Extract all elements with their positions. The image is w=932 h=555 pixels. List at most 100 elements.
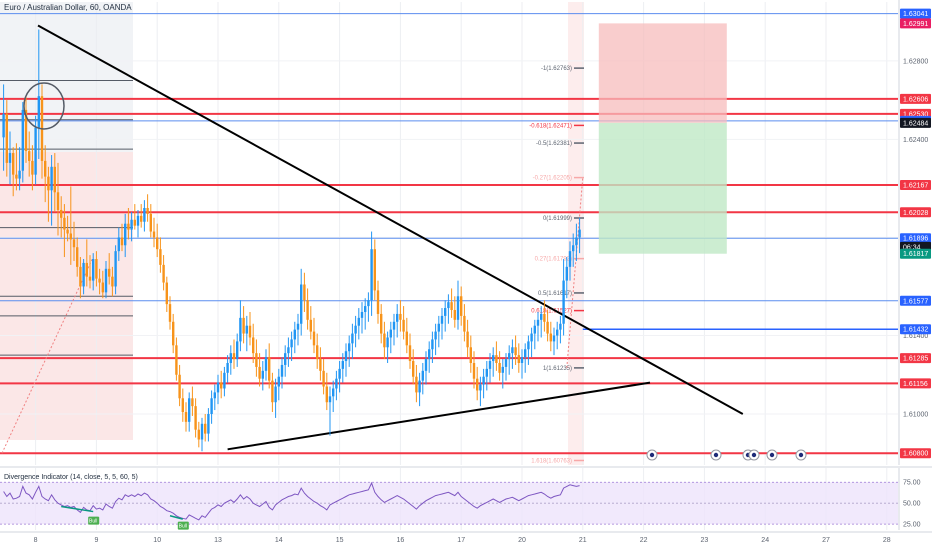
price-label-box[interactable] — [900, 324, 931, 335]
candle-body — [213, 392, 216, 399]
take-profit-zone[interactable] — [598, 122, 727, 254]
candle-body — [322, 370, 325, 387]
candle-body — [252, 337, 255, 354]
time-axis[interactable]: 8 9 10 13 14 15 16 17 20 21 22 23 24 27 28 — [0, 531, 932, 544]
price-label-box[interactable] — [900, 93, 931, 104]
candle-body — [396, 313, 399, 322]
price-label-box[interactable] — [900, 233, 931, 244]
candle-body — [248, 325, 252, 338]
candlestick-series — [2, 29, 581, 452]
candle-body — [373, 249, 376, 291]
indicator-tick-label: 25.00 — [903, 522, 921, 529]
candle-body — [508, 353, 511, 360]
descending-trendline[interactable] — [37, 24, 744, 415]
candle-body — [389, 329, 392, 338]
candle-body — [479, 384, 482, 391]
highlight-circle[interactable] — [23, 82, 65, 130]
price-label-box[interactable] — [900, 18, 931, 29]
candle-body — [69, 233, 72, 240]
candle-body — [568, 251, 572, 267]
price-label-text: 1.62991 — [903, 21, 928, 28]
fib-level-label: 1.618(1.60763) — [531, 458, 572, 464]
candle-body — [338, 368, 341, 379]
candle-body — [316, 345, 319, 360]
candle-body — [556, 329, 559, 336]
candle-body — [533, 325, 536, 334]
bull-badge-text: Bull — [89, 519, 97, 525]
price-label-box[interactable] — [900, 117, 931, 128]
candle-body — [408, 345, 412, 362]
time-tick-label: 13 — [214, 537, 222, 544]
candle-body — [63, 217, 66, 230]
price-label-text: 1.60800 — [903, 451, 928, 458]
candle-body — [133, 219, 136, 226]
price-label-box[interactable] — [900, 248, 931, 259]
time-tick-label: 17 — [457, 537, 465, 544]
symbol-title: Euro / Australian Dollar, 60, OANDA — [4, 3, 132, 12]
price-label-box[interactable] — [900, 180, 931, 191]
stop-loss-zone[interactable] — [598, 23, 727, 123]
price-label-box[interactable] — [900, 378, 931, 389]
candle-body — [514, 347, 517, 356]
position-tool[interactable] — [598, 23, 727, 254]
candle-body — [156, 237, 159, 250]
candle-body — [117, 237, 120, 252]
price-axis[interactable]: 1.628001.624001.619001.614001.610001.630… — [898, 0, 932, 465]
candle-body — [370, 249, 373, 301]
candle-body — [575, 237, 578, 246]
ascending-trendline[interactable] — [227, 381, 651, 451]
rsi-line — [3, 481, 580, 521]
candle-body — [53, 166, 56, 193]
candle-body — [325, 386, 328, 403]
indicator-title[interactable]: Divergence Indicator (14, close, 5, 5, 6… — [4, 474, 138, 481]
price-label-box[interactable] — [900, 448, 931, 459]
event-marker-flag-icon — [713, 452, 719, 458]
price-label-box[interactable] — [900, 8, 931, 19]
candle-body — [428, 349, 431, 360]
price-label-text: 1.61156 — [903, 381, 928, 388]
candle-body — [79, 266, 82, 287]
candle-body — [216, 382, 220, 393]
candle-body — [220, 382, 223, 389]
price-label-text: 1.61285 — [903, 356, 928, 363]
candle-body — [559, 323, 562, 330]
candle-body — [351, 333, 354, 344]
price-label-box[interactable] — [900, 353, 931, 364]
candle-body — [469, 347, 472, 363]
bull-badge[interactable] — [177, 521, 189, 530]
fib-projection-line-left[interactable] — [1, 256, 94, 454]
price-label-box[interactable] — [900, 207, 931, 218]
time-tick-label: 8 — [34, 537, 38, 544]
candle-body — [540, 313, 543, 320]
candle-body — [44, 160, 47, 177]
candle-body — [271, 380, 274, 403]
candle-body — [504, 359, 508, 367]
candle-body — [501, 366, 504, 373]
fib-level-label: -1(1.62763) — [541, 66, 572, 72]
candle-body — [159, 249, 162, 265]
price-label-text: 1.61896 — [903, 236, 928, 243]
fib-level-label: 1(1.61235) — [543, 366, 572, 372]
candle-body — [210, 398, 213, 414]
candle-body — [524, 349, 527, 358]
bull-badge[interactable] — [88, 516, 100, 525]
fibonacci-extension[interactable]: -1(1.62763) -0.618(1.62471) -0.5(1.62381) -… — [1, 66, 584, 464]
event-marker-flag-icon — [751, 452, 757, 458]
candle-body — [258, 366, 261, 379]
candle-body — [120, 237, 124, 246]
candle-body — [175, 345, 178, 375]
fib-level-label: 0.5(1.61617) — [538, 291, 572, 297]
candle-body — [552, 335, 556, 342]
event-markers[interactable] — [646, 449, 807, 461]
candle-body — [194, 406, 197, 430]
candle-body — [306, 300, 309, 320]
candle-body — [367, 300, 370, 307]
annotations[interactable] — [23, 82, 65, 130]
price-label-text: 1.61577 — [903, 298, 928, 305]
candle-body — [415, 376, 418, 393]
price-label-box[interactable] — [900, 295, 931, 306]
horizontal-levels — [0, 13, 898, 455]
candle-body — [437, 323, 440, 332]
trendlines[interactable] — [37, 24, 744, 451]
candle-body — [50, 166, 53, 191]
